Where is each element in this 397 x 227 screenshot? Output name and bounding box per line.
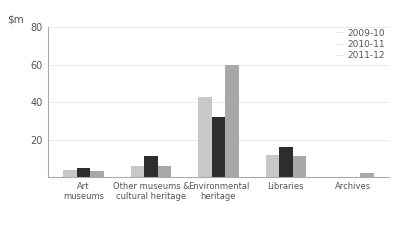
Bar: [158, 166, 171, 177]
Bar: [360, 173, 374, 177]
Bar: [63, 170, 77, 177]
Bar: [279, 147, 293, 177]
Bar: [266, 155, 279, 177]
Bar: [225, 65, 239, 177]
Bar: [131, 166, 144, 177]
Bar: [293, 156, 306, 177]
Bar: [198, 96, 212, 177]
Text: $m: $m: [7, 14, 23, 24]
Bar: [212, 117, 225, 177]
Legend: 2009-10, 2010-11, 2011-12: 2009-10, 2010-11, 2011-12: [335, 29, 385, 60]
Bar: [90, 171, 104, 177]
Bar: [144, 156, 158, 177]
Bar: [77, 168, 90, 177]
